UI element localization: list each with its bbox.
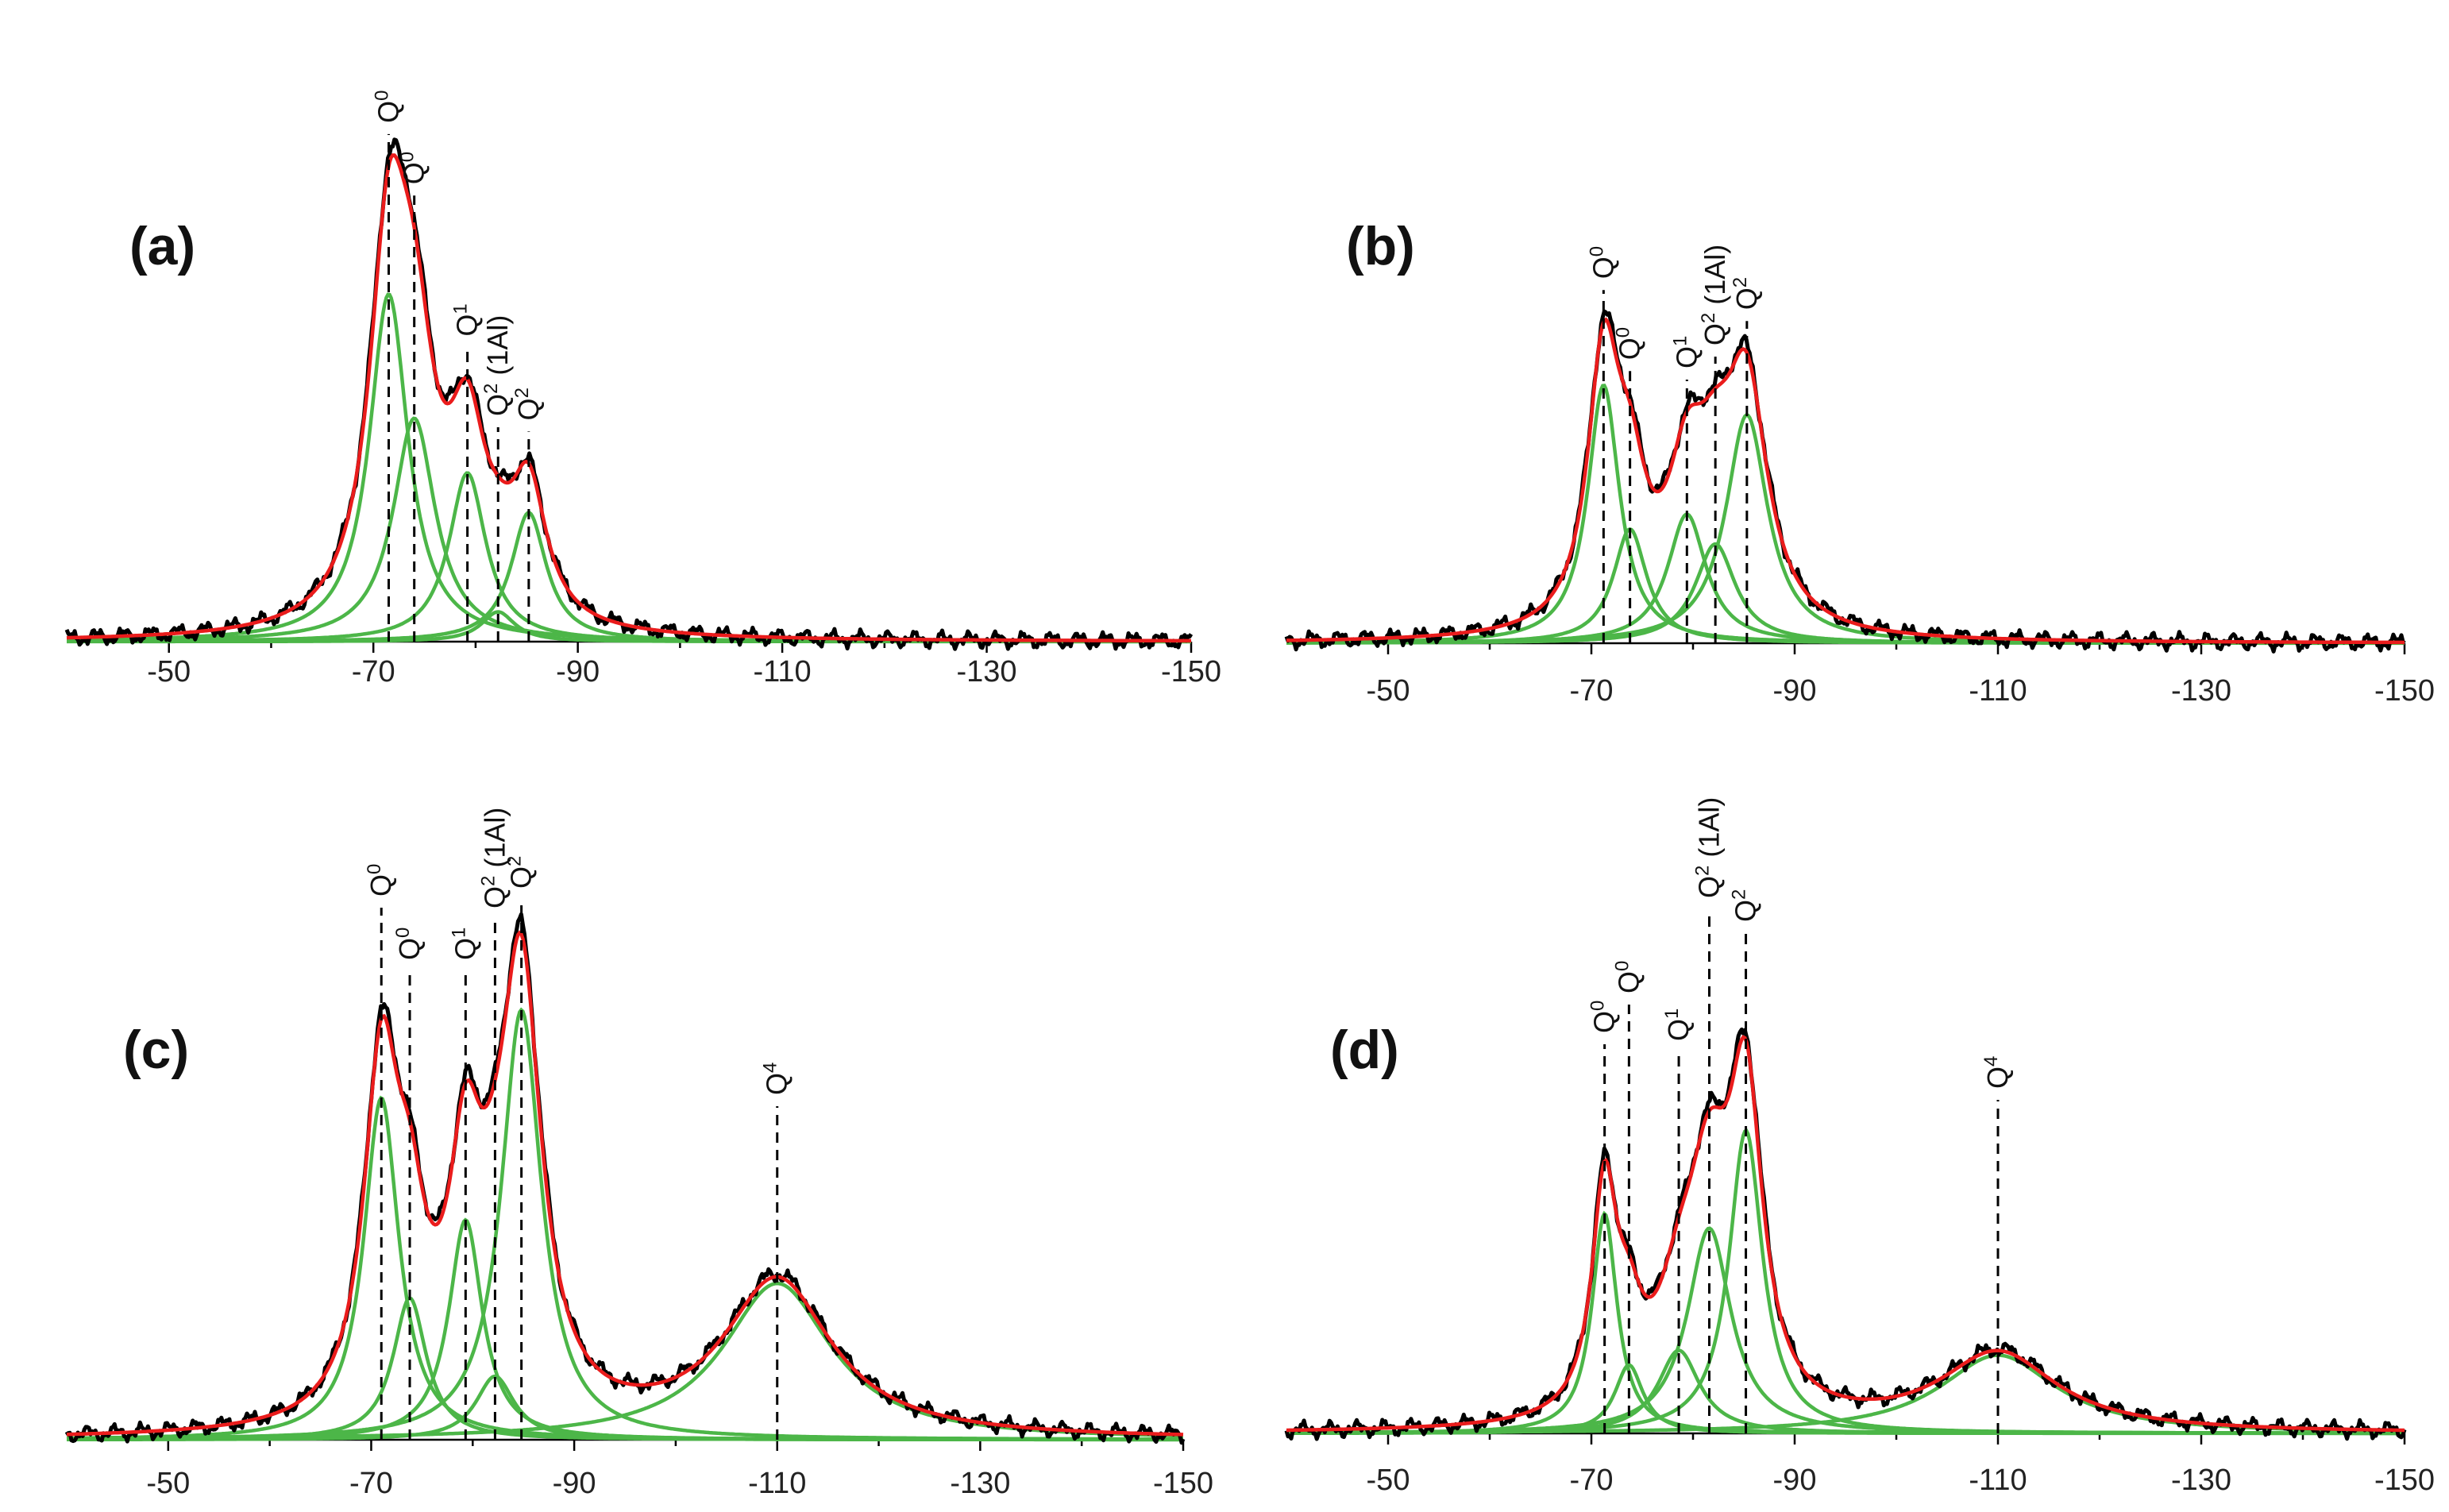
fitted-envelope xyxy=(67,930,1184,1437)
x-tick-label: -50 xyxy=(1367,1464,1410,1497)
peak-label: Q2 xyxy=(1728,889,1762,922)
x-tick-label: -70 xyxy=(1570,674,1614,708)
x-tick-label: -110 xyxy=(753,655,811,688)
fit-component-1 xyxy=(67,292,1191,643)
x-tick-label: -150 xyxy=(2374,1464,2435,1497)
panel-c: -50 -70 -90 -110 -130 -150 (c) Q0 Q0 Q1 Q2 (1Al)Q2… xyxy=(64,808,1213,1500)
fit-component-1 xyxy=(1286,1210,2405,1436)
panel-d: -50 -70 -90 -110 -130 -150 (d) Q0 Q0 Q1 Q2 (1Al)Q2… xyxy=(1284,797,2435,1497)
x-tick-label: -70 xyxy=(1570,1464,1614,1497)
peak-label: Q2 (1Al) xyxy=(1691,797,1726,898)
peak-label: Q4 xyxy=(759,1063,793,1095)
fit-component-3 xyxy=(67,1217,1183,1442)
x-tick-label: -110 xyxy=(748,1467,806,1500)
x-tick-label: -150 xyxy=(1153,1467,1213,1500)
fit-component-2 xyxy=(67,416,1191,643)
x-tick-label: -70 xyxy=(352,655,395,688)
peak-label: Q1 xyxy=(1669,336,1703,368)
x-tick-label: -150 xyxy=(1161,655,1221,688)
x-tick-label: -110 xyxy=(1969,674,2027,708)
panel-b: -50 -70 -90 -110 -130 -150 (b) Q0 Q0 Q1 Q2 (1Al)Q2 xyxy=(1284,216,2435,708)
fit-component-3 xyxy=(67,471,1191,644)
peak-label: Q2 xyxy=(503,856,538,889)
x-tick-label: -110 xyxy=(1969,1464,2027,1497)
panel-label: (b) xyxy=(1346,216,1415,276)
panel-label: (a) xyxy=(129,216,195,276)
peak-label: Q0 xyxy=(1611,961,1645,993)
x-tick-label: -150 xyxy=(2374,674,2435,708)
x-tick-label: -50 xyxy=(146,1467,190,1500)
peak-label: Q1 xyxy=(448,928,482,960)
fitted-envelope xyxy=(1286,1035,2405,1433)
peak-label: Q0 xyxy=(364,864,398,897)
fit-component-4 xyxy=(1286,1226,2405,1435)
fit-component-6 xyxy=(67,1281,1183,1441)
peak-label: Q4 xyxy=(1980,1056,2015,1089)
experimental-spectrum xyxy=(1284,1027,2407,1441)
peak-label: Q2 xyxy=(1729,277,1763,310)
peak-label: Q1 xyxy=(449,303,484,336)
x-tick-label: -90 xyxy=(1773,1464,1817,1497)
x-tick-label: -130 xyxy=(957,655,1017,688)
peak-label: Q0 xyxy=(392,928,426,960)
fitted-envelope xyxy=(66,153,1191,643)
x-tick-label: -90 xyxy=(1773,674,1817,708)
fit-component-5 xyxy=(1286,413,2405,645)
peak-label: Q2 (1Al) xyxy=(477,808,511,908)
x-tick-label: -90 xyxy=(556,655,600,688)
peak-label: Q2 (1Al) xyxy=(1698,245,1732,345)
x-tick-label: -130 xyxy=(950,1467,1010,1500)
peak-label: Q2 xyxy=(511,388,545,420)
fitted-envelope xyxy=(1286,317,2405,645)
x-tick-label: -130 xyxy=(2171,674,2231,708)
peak-label: Q0 xyxy=(396,152,430,184)
peak-label: Q0 xyxy=(1587,1001,1621,1033)
panel-label: (d) xyxy=(1330,1020,1399,1080)
x-tick-label: -70 xyxy=(349,1467,393,1500)
x-tick-label: -50 xyxy=(147,655,191,688)
experimental-spectrum xyxy=(64,912,1186,1445)
peak-label: Q1 xyxy=(1661,1009,1695,1041)
experimental-spectrum xyxy=(64,137,1194,651)
experimental-spectrum xyxy=(1284,309,2406,654)
peak-label: Q0 xyxy=(1586,246,1620,279)
peak-label: Q0 xyxy=(1612,327,1646,360)
fit-component-1 xyxy=(1286,384,2405,646)
x-tick-label: -130 xyxy=(2171,1464,2231,1497)
x-tick-label: -50 xyxy=(1367,674,1410,708)
peak-label: Q2 (1Al) xyxy=(480,315,515,416)
fit-component-5 xyxy=(66,1007,1183,1441)
fit-component-1 xyxy=(67,1095,1183,1441)
x-tick-label: -90 xyxy=(553,1467,596,1500)
peak-label: Q0 xyxy=(371,90,405,122)
panel-label: (c) xyxy=(123,1020,189,1080)
